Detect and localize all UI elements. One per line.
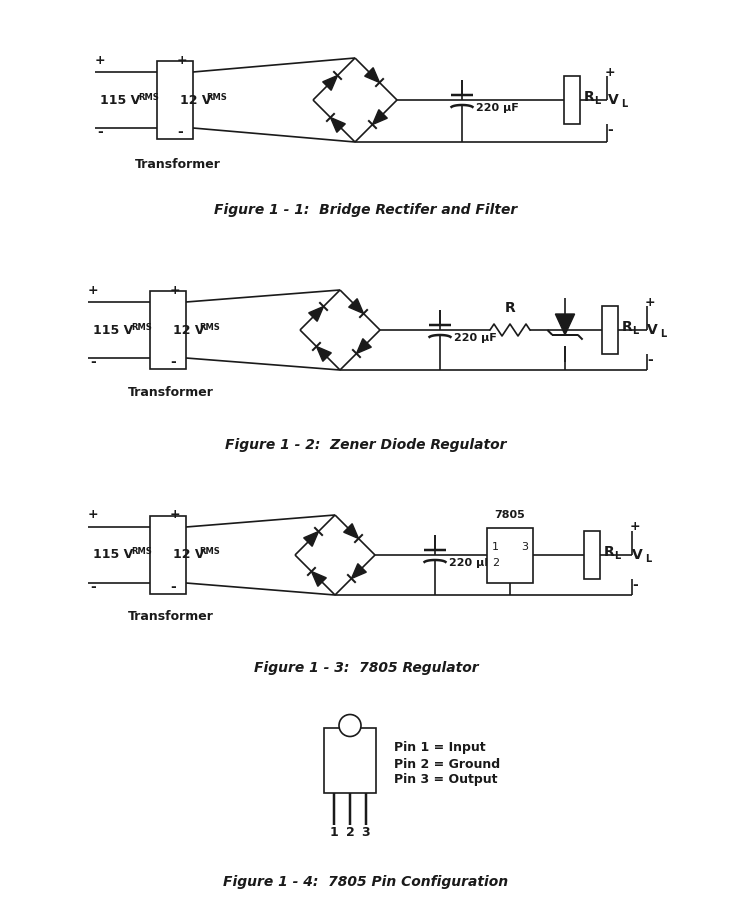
Text: +: + (645, 295, 655, 308)
Text: 220 μF: 220 μF (476, 103, 519, 113)
Text: 12 V: 12 V (173, 548, 204, 561)
Text: +: + (177, 53, 187, 67)
Bar (602, 306, 618, 354)
Text: 220 μF: 220 μF (449, 558, 492, 568)
Text: V: V (647, 323, 658, 337)
Bar (324, 727, 376, 792)
Polygon shape (344, 524, 359, 538)
Bar (150, 291, 186, 369)
Text: +: + (170, 509, 181, 522)
Text: +: + (630, 521, 640, 534)
Polygon shape (323, 75, 337, 90)
Text: Pin 2 = Ground: Pin 2 = Ground (394, 757, 500, 770)
Text: Transformer: Transformer (128, 385, 214, 399)
Text: Transformer: Transformer (128, 611, 214, 624)
Bar (564, 76, 580, 124)
Bar (584, 531, 600, 579)
Text: V: V (608, 93, 619, 107)
Polygon shape (351, 564, 366, 579)
Text: RMS: RMS (138, 93, 159, 102)
Text: L: L (632, 326, 638, 336)
Text: RMS: RMS (199, 547, 220, 557)
Text: RMS: RMS (199, 323, 220, 332)
Text: -: - (170, 580, 176, 594)
Text: 220 μF: 220 μF (454, 333, 497, 343)
Text: L: L (594, 96, 600, 106)
Text: -: - (647, 353, 653, 367)
Text: 2: 2 (492, 558, 499, 568)
Text: Figure 1 - 2:  Zener Diode Regulator: Figure 1 - 2: Zener Diode Regulator (225, 438, 507, 452)
Polygon shape (330, 117, 346, 132)
Text: -: - (97, 125, 103, 139)
Text: -: - (177, 125, 183, 139)
Text: 115 V: 115 V (93, 324, 133, 337)
Text: R: R (604, 545, 615, 559)
Text: -: - (170, 355, 176, 369)
Circle shape (339, 714, 361, 736)
Polygon shape (556, 314, 575, 335)
Text: +: + (605, 65, 616, 79)
Text: -: - (90, 580, 96, 594)
Text: Pin 1 = Input: Pin 1 = Input (394, 742, 485, 755)
Text: RMS: RMS (131, 323, 152, 332)
Polygon shape (316, 347, 332, 361)
Polygon shape (365, 68, 379, 83)
Text: 1: 1 (329, 826, 338, 839)
Polygon shape (311, 571, 326, 586)
Text: +: + (88, 509, 98, 522)
Text: RMS: RMS (131, 547, 152, 557)
Text: -: - (632, 578, 638, 592)
Polygon shape (373, 110, 387, 125)
Text: R: R (504, 301, 515, 315)
Text: 7805: 7805 (495, 511, 526, 521)
Text: 115 V: 115 V (100, 94, 141, 106)
Text: R: R (584, 90, 594, 104)
Polygon shape (348, 299, 364, 314)
Text: 2: 2 (346, 826, 354, 839)
Text: V: V (632, 548, 643, 562)
Text: L: L (660, 329, 666, 339)
Bar (487, 527, 533, 582)
Polygon shape (309, 306, 324, 321)
Text: 3: 3 (362, 826, 370, 839)
Text: Transformer: Transformer (135, 159, 221, 171)
Text: RMS: RMS (206, 93, 227, 102)
Text: Figure 1 - 1:  Bridge Rectifer and Filter: Figure 1 - 1: Bridge Rectifer and Filter (214, 203, 518, 217)
Text: R: R (622, 320, 632, 334)
Text: +: + (88, 283, 98, 296)
Text: Figure 1 - 3:  7805 Regulator: Figure 1 - 3: 7805 Regulator (254, 661, 478, 675)
Text: Pin 3 = Output: Pin 3 = Output (394, 774, 498, 787)
Text: Figure 1 - 4:  7805 Pin Configuration: Figure 1 - 4: 7805 Pin Configuration (223, 875, 509, 889)
Bar (150, 516, 186, 594)
Text: +: + (170, 283, 181, 296)
Text: -: - (607, 123, 613, 137)
Polygon shape (304, 532, 318, 547)
Bar (157, 61, 193, 139)
Text: 12 V: 12 V (180, 94, 212, 106)
Text: L: L (621, 99, 627, 109)
Text: +: + (94, 53, 105, 67)
Text: -: - (90, 355, 96, 369)
Text: 12 V: 12 V (173, 324, 204, 337)
Polygon shape (356, 338, 371, 354)
Text: L: L (645, 554, 651, 564)
Text: L: L (614, 551, 620, 561)
Text: 1: 1 (492, 542, 499, 552)
Text: 115 V: 115 V (93, 548, 133, 561)
Text: 3: 3 (521, 542, 528, 552)
